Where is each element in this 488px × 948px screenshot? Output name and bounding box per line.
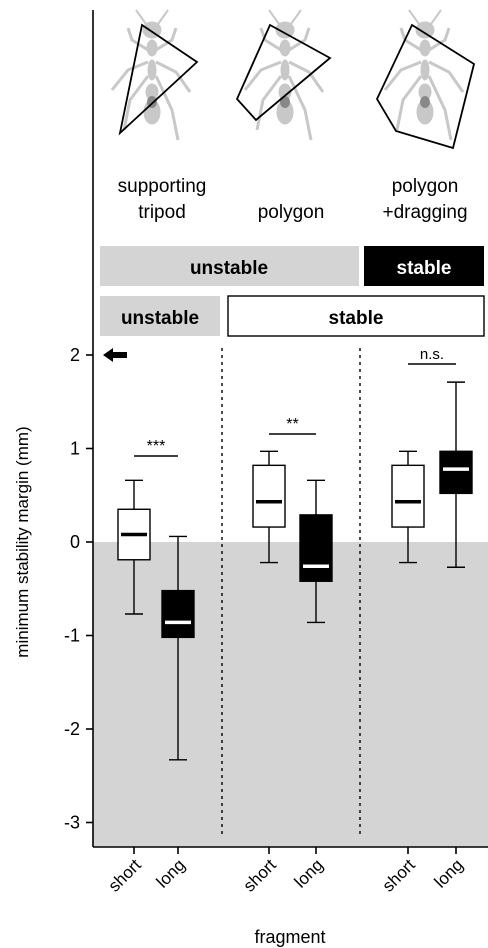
box-polygon-long xyxy=(299,479,333,624)
ant-illustration-tripod xyxy=(110,9,199,141)
stability-bar-stable-row2 xyxy=(227,295,485,337)
x-axis-ticks: short long short long short long xyxy=(105,847,467,896)
box-iqr xyxy=(252,464,286,528)
y-tick-label: 1 xyxy=(70,439,80,459)
y-tick-label: 2 xyxy=(70,345,80,365)
box-iqr xyxy=(391,464,425,528)
x-tick-label: long xyxy=(431,855,467,891)
y-tick-label: 0 xyxy=(70,532,80,552)
significance-label: *** xyxy=(147,438,166,455)
box-dragging-short xyxy=(391,450,425,564)
y-tick-label: -2 xyxy=(64,719,80,739)
stability-bar-unstable-row2 xyxy=(100,296,220,336)
stability-bar-stable-row1-label: stable xyxy=(397,258,452,279)
box-polygon-short xyxy=(252,450,286,564)
y-axis-title: minimum stability margin (mm) xyxy=(13,426,32,657)
heading-dragging-line2: +dragging xyxy=(382,202,467,223)
x-tick-label: short xyxy=(379,855,419,895)
significance-label: ** xyxy=(286,416,298,433)
box-dragging-long xyxy=(439,381,473,568)
heading-tripod-line2: tripod xyxy=(138,202,186,223)
box-iqr xyxy=(299,514,333,582)
y-tick-label: -3 xyxy=(64,813,80,833)
box-tripod-short xyxy=(117,479,151,615)
left-arrow-icon xyxy=(103,348,127,362)
box-plots xyxy=(117,381,473,761)
x-tick-label: short xyxy=(240,855,280,895)
significance-annotations: *****n.s. xyxy=(134,346,456,457)
stability-bar-unstable-row2-label: unstable xyxy=(121,308,199,329)
box-tripod-long xyxy=(161,535,195,761)
heading-polygon: polygon xyxy=(258,202,325,223)
heading-dragging-line1: polygon xyxy=(392,176,459,197)
x-tick-label: short xyxy=(105,855,145,895)
significance-label: n.s. xyxy=(420,346,444,363)
x-axis-title: fragment xyxy=(254,927,325,947)
y-axis-ticks: 2 1 0 -1 -2 -3 xyxy=(64,345,93,833)
box-iqr xyxy=(161,589,195,639)
x-tick-label: long xyxy=(153,855,189,891)
stability-bar-unstable-row1-label: unstable xyxy=(190,258,268,279)
unstable-region-shading xyxy=(93,542,488,847)
stability-bar-stable-row2-label: stable xyxy=(329,308,384,329)
heading-tripod-line1: supporting xyxy=(118,176,207,197)
box-iqr xyxy=(439,450,473,495)
x-tick-label: long xyxy=(291,855,327,891)
stability-bar-unstable-row1 xyxy=(100,246,359,286)
ant-illustration-polygon xyxy=(235,9,332,141)
y-tick-label: -1 xyxy=(64,626,80,646)
ant-illustration-polygon-dragging xyxy=(375,9,476,150)
stability-bar-stable-row1 xyxy=(364,246,484,286)
